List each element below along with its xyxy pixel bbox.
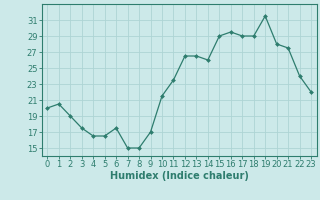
X-axis label: Humidex (Indice chaleur): Humidex (Indice chaleur) [110,171,249,181]
